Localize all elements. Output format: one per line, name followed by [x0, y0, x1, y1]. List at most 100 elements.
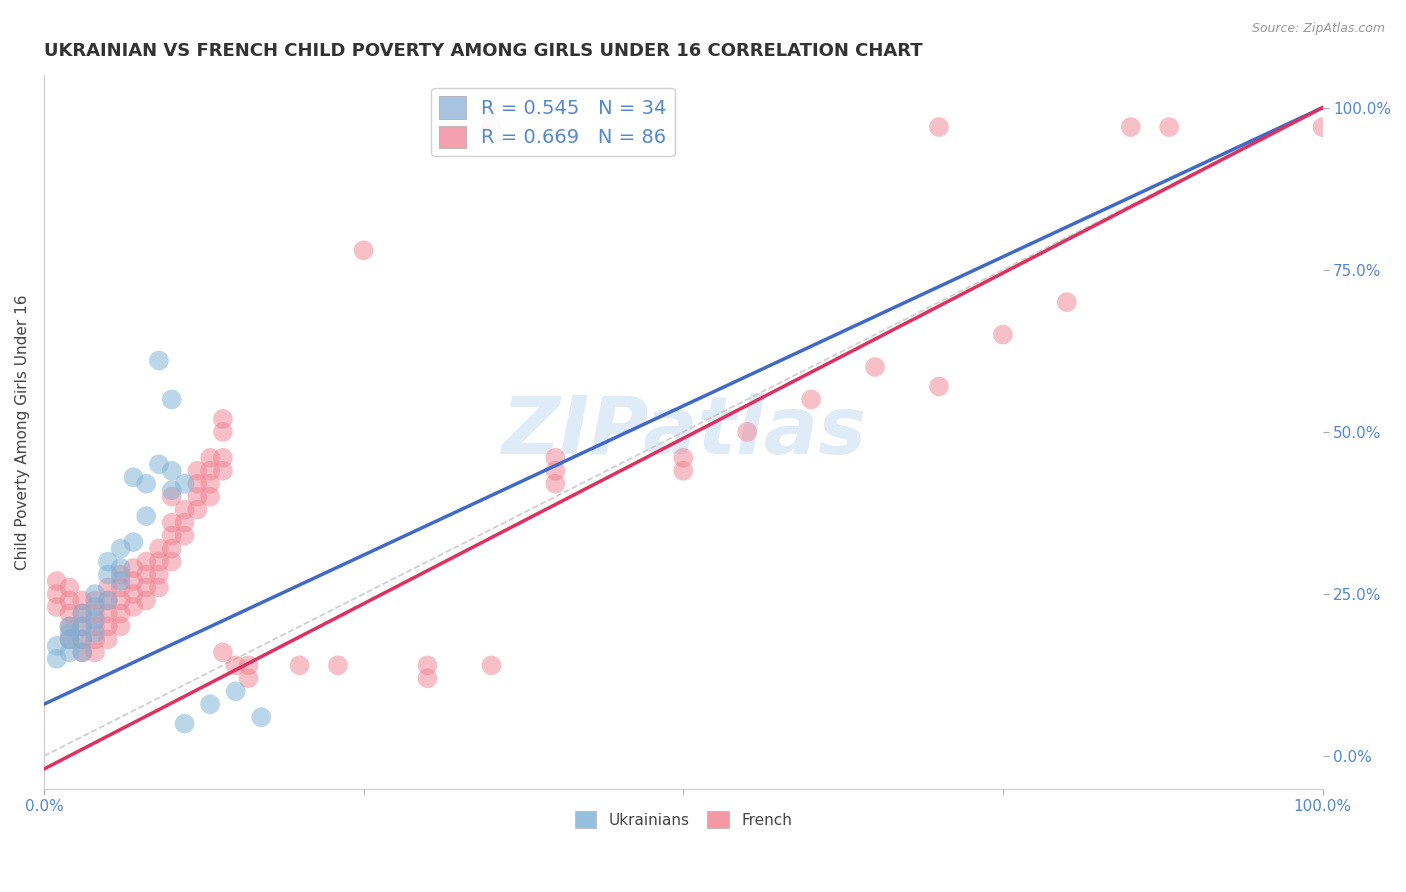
Point [544, 450, 567, 465]
Point [416, 671, 439, 685]
Point [198, 490, 221, 504]
Point [122, 561, 145, 575]
Point [70, 607, 93, 621]
Point [122, 599, 145, 614]
Point [173, 476, 195, 491]
Point [58, 593, 80, 607]
Point [135, 593, 157, 607]
Point [45, 574, 67, 588]
Point [70, 632, 93, 647]
Point [1056, 295, 1078, 310]
Point [1159, 120, 1181, 134]
Point [148, 541, 170, 556]
Point [84, 587, 107, 601]
Point [212, 464, 235, 478]
Point [160, 528, 183, 542]
Point [863, 359, 886, 374]
Point [45, 587, 67, 601]
Point [672, 464, 695, 478]
Text: ZIPatlas: ZIPatlas [501, 392, 866, 471]
Point [148, 353, 170, 368]
Point [58, 619, 80, 633]
Point [250, 710, 273, 724]
Point [84, 607, 107, 621]
Point [110, 593, 132, 607]
Point [212, 425, 235, 439]
Point [416, 658, 439, 673]
Point [288, 658, 311, 673]
Point [160, 464, 183, 478]
Point [212, 645, 235, 659]
Point [173, 528, 195, 542]
Point [198, 697, 221, 711]
Point [928, 379, 950, 393]
Point [160, 516, 183, 530]
Point [198, 464, 221, 478]
Point [544, 476, 567, 491]
Y-axis label: Child Poverty Among Girls Under 16: Child Poverty Among Girls Under 16 [15, 294, 30, 570]
Point [672, 450, 695, 465]
Point [135, 581, 157, 595]
Point [160, 483, 183, 498]
Point [97, 555, 120, 569]
Point [225, 684, 247, 698]
Legend: Ukrainians, French: Ukrainians, French [568, 805, 799, 834]
Point [481, 120, 503, 134]
Point [84, 645, 107, 659]
Point [84, 613, 107, 627]
Point [110, 581, 132, 595]
Point [84, 619, 107, 633]
Point [1312, 120, 1334, 134]
Point [735, 425, 758, 439]
Point [45, 652, 67, 666]
Text: Source: ZipAtlas.com: Source: ZipAtlas.com [1251, 22, 1385, 36]
Point [1119, 120, 1142, 134]
Point [198, 450, 221, 465]
Point [238, 671, 260, 685]
Point [122, 587, 145, 601]
Point [84, 593, 107, 607]
Point [110, 541, 132, 556]
Point [160, 392, 183, 407]
Point [148, 581, 170, 595]
Point [225, 658, 247, 673]
Point [238, 658, 260, 673]
Point [122, 470, 145, 484]
Point [135, 476, 157, 491]
Point [70, 632, 93, 647]
Point [110, 561, 132, 575]
Point [84, 626, 107, 640]
Point [58, 626, 80, 640]
Point [186, 490, 208, 504]
Point [186, 476, 208, 491]
Point [186, 502, 208, 516]
Point [97, 581, 120, 595]
Point [173, 516, 195, 530]
Point [110, 574, 132, 588]
Text: UKRAINIAN VS FRENCH CHILD POVERTY AMONG GIRLS UNDER 16 CORRELATION CHART: UKRAINIAN VS FRENCH CHILD POVERTY AMONG … [44, 42, 922, 60]
Point [160, 541, 183, 556]
Point [97, 632, 120, 647]
Point [58, 607, 80, 621]
Point [70, 645, 93, 659]
Point [70, 619, 93, 633]
Point [70, 619, 93, 633]
Point [58, 632, 80, 647]
Point [135, 567, 157, 582]
Point [160, 490, 183, 504]
Point [110, 567, 132, 582]
Point [122, 574, 145, 588]
Point [70, 645, 93, 659]
Point [84, 599, 107, 614]
Point [97, 567, 120, 582]
Point [97, 593, 120, 607]
Point [198, 476, 221, 491]
Point [160, 555, 183, 569]
Point [186, 464, 208, 478]
Point [135, 555, 157, 569]
Point [70, 607, 93, 621]
Point [110, 607, 132, 621]
Point [800, 392, 823, 407]
Point [928, 120, 950, 134]
Point [70, 593, 93, 607]
